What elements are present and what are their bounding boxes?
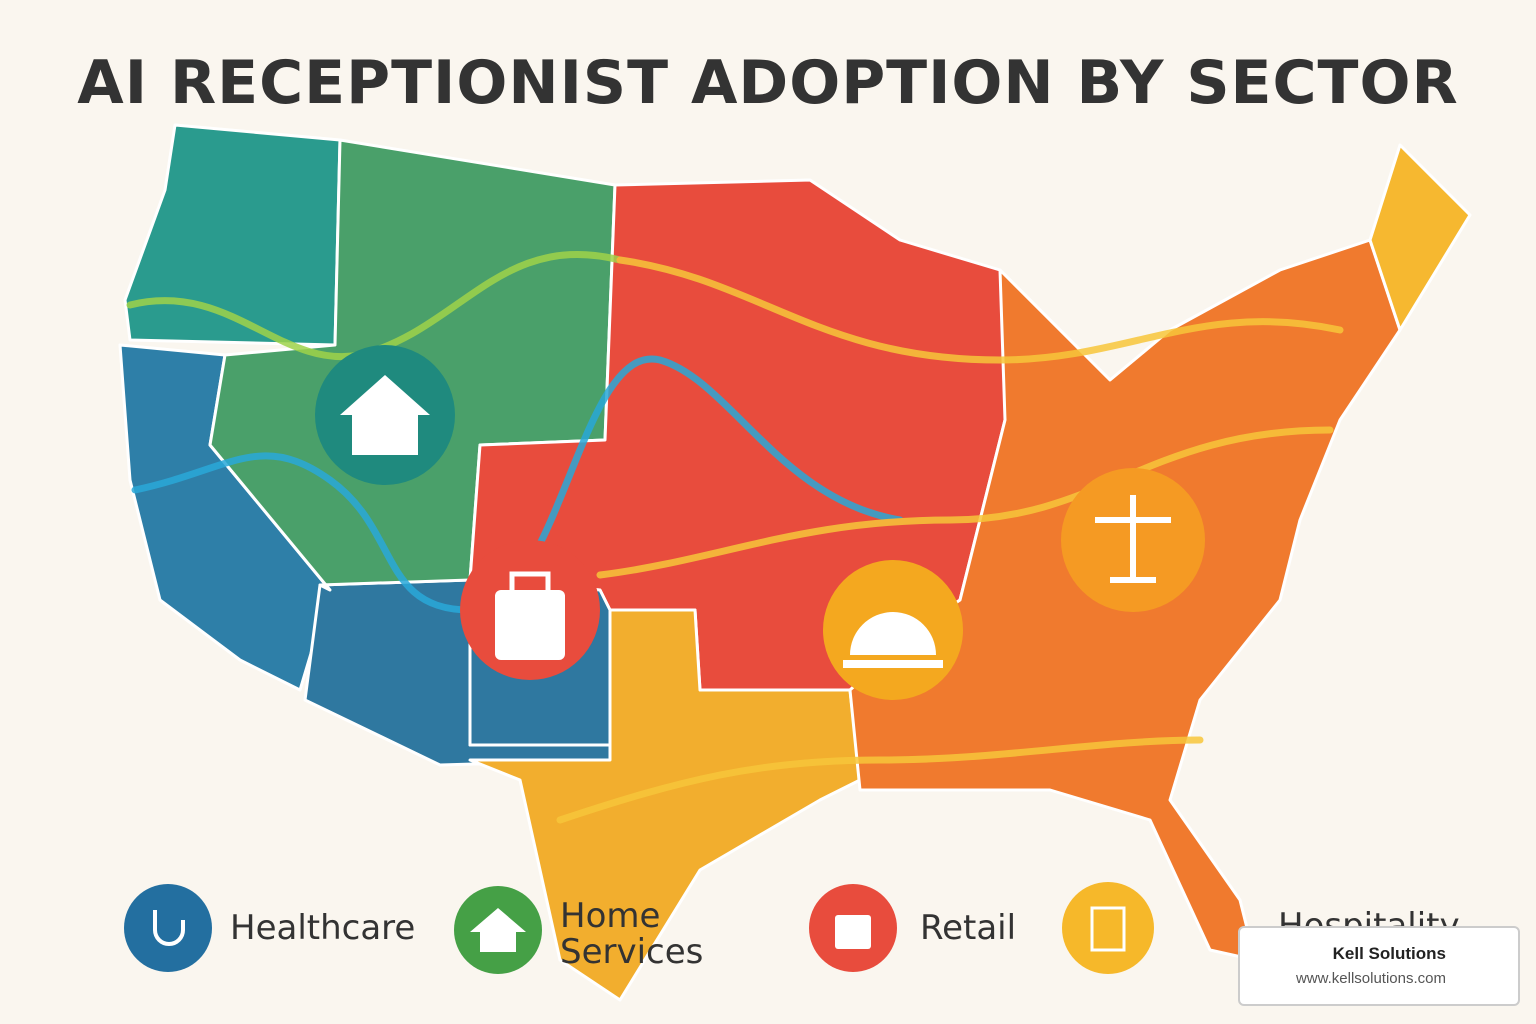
bag-icon — [495, 590, 565, 660]
watermark-url: www.kellsolutions.com — [1295, 970, 1446, 987]
region-northwest — [123, 123, 342, 347]
legend-building — [1090, 906, 1126, 952]
legend-label: Healthcare — [230, 908, 416, 948]
watermark: Kell Solutions www.kellsolutions.com — [1238, 926, 1520, 1006]
regions — [118, 123, 1472, 1002]
legend-icons — [124, 882, 1154, 974]
cloche-icon — [843, 612, 943, 668]
map-icons — [315, 345, 1205, 700]
scales-icon — [1095, 495, 1171, 583]
watermark-name: Kell Solutions — [1332, 944, 1446, 963]
region-maine — [1368, 143, 1472, 332]
region-texas — [468, 608, 862, 1002]
bag-handle — [509, 571, 551, 592]
flow-line — [596, 426, 1334, 579]
flow-line — [556, 736, 1204, 824]
flow-line — [616, 256, 1344, 364]
stethoscope-icon — [153, 910, 185, 946]
legend-icon-healthcare — [124, 884, 212, 972]
legend-label: Retail — [920, 908, 1017, 948]
legend-bag — [835, 915, 871, 949]
legend-icon-hospitality — [1062, 882, 1154, 974]
house-icon — [340, 375, 430, 455]
legend-label: Home Services — [560, 896, 704, 972]
title: AI RECEPTIONIST ADOPTION BY SECTOR — [77, 48, 1459, 118]
legend-house — [470, 908, 526, 952]
